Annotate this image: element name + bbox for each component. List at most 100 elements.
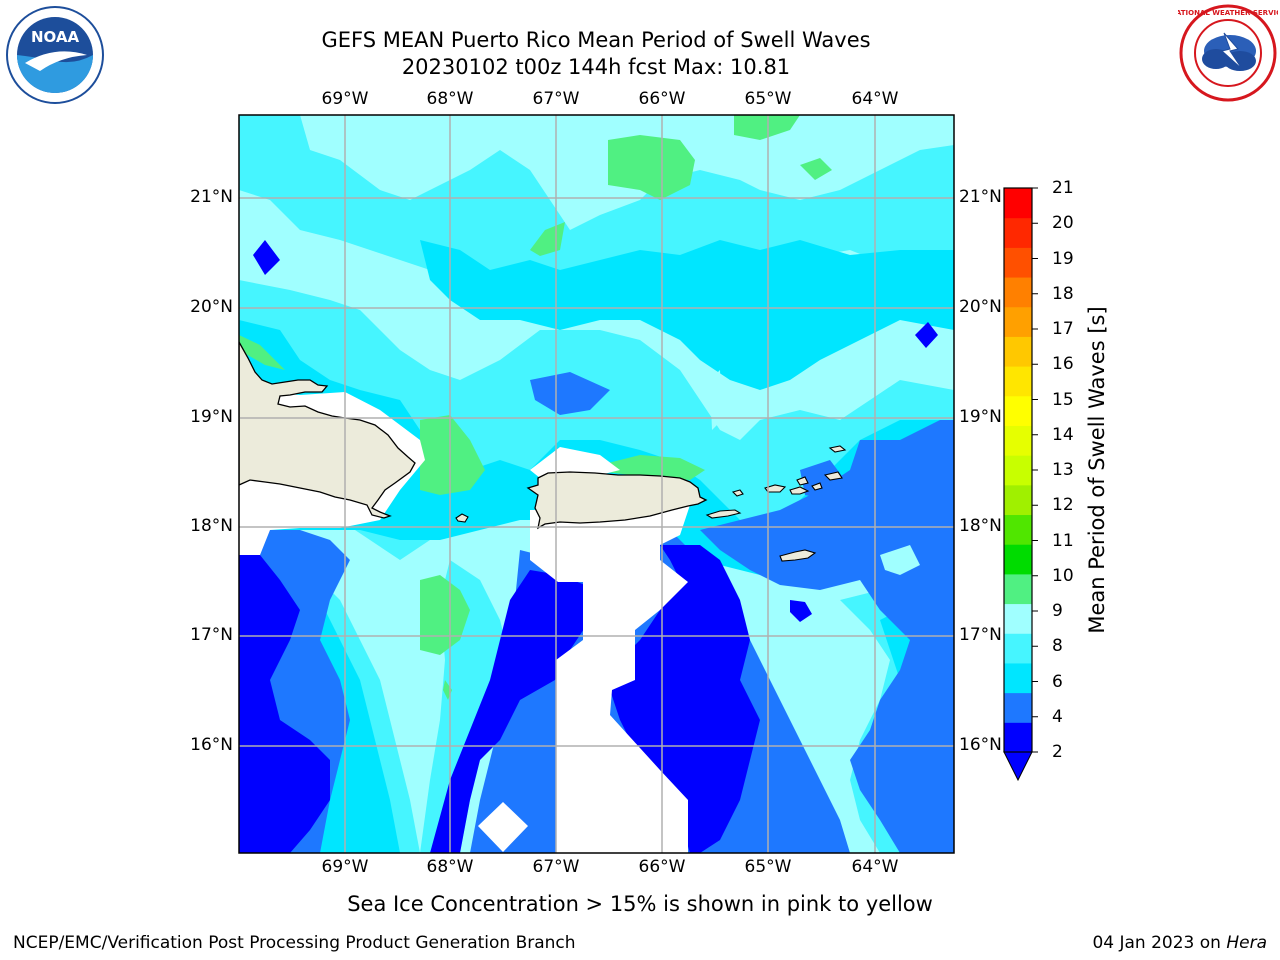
field-level-lt-2 (430, 570, 590, 853)
field-level-9-10 (608, 135, 695, 200)
sea-ice-note: Sea Ice Concentration > 15% is shown in … (347, 892, 933, 916)
lon-tick-top: 68°W (426, 89, 474, 109)
no-data-region (530, 505, 690, 853)
culebra-island (731, 489, 744, 497)
field-level-4-6 (239, 320, 954, 580)
field-level-9-10 (600, 455, 705, 480)
colorbar-block (1004, 395, 1032, 426)
plot-subtitle: 20230102 t00z 144h fcst Max: 10.81 (401, 55, 791, 79)
colorbar-block (1004, 306, 1032, 337)
field-level-9-10 (239, 335, 285, 370)
field-level-lt-2 (253, 240, 280, 275)
colorbar-block (1004, 247, 1032, 278)
colorbar-block (1004, 722, 1032, 753)
colorbar-tick-label: 4 (1052, 706, 1063, 727)
colorbar-block (1004, 336, 1032, 367)
footer-date-text: 04 Jan 2023 on (1092, 933, 1227, 953)
field-level-4-6 (420, 240, 954, 390)
colorbar-block (1004, 455, 1032, 486)
lat-tick-left: 19°N (190, 407, 233, 427)
lat-tick-left: 17°N (190, 625, 233, 645)
hispaniola-landmass (239, 340, 416, 519)
vieques-island (705, 509, 742, 519)
lon-tick-top: 67°W (532, 89, 580, 109)
colorbar-extend-min (1003, 751, 1033, 782)
colorbar-tick-label: 15 (1052, 389, 1074, 410)
noaa-logo: NOAA (6, 6, 104, 104)
lon-tick-top: 66°W (638, 89, 686, 109)
colorbar-block (1004, 603, 1032, 634)
colorbar-tick-label: 16 (1052, 354, 1074, 375)
no-data-region (530, 447, 620, 480)
field-level-9-10 (420, 575, 470, 655)
lat-tick-right: 18°N (959, 516, 1002, 536)
lat-tick-left: 21°N (190, 187, 233, 207)
lon-tick-bottom: 68°W (426, 857, 474, 877)
colorbar-tick-label: 9 (1052, 601, 1063, 621)
lon-tick-bottom: 65°W (744, 857, 792, 877)
colorbar-block (1004, 217, 1032, 248)
colorbar-block (1004, 366, 1032, 397)
colorbar-tick-label: 13 (1052, 460, 1074, 480)
lon-tick-bottom: 66°W (638, 857, 686, 877)
no-data-region (478, 802, 528, 852)
plot-title: GEFS MEAN Puerto Rico Mean Period of Swe… (321, 28, 871, 52)
field-level-lt-2 (915, 322, 938, 348)
lon-tick-top: 65°W (744, 89, 792, 109)
footer-date: 04 Jan 2023 on Hera (1092, 933, 1267, 953)
lat-tick-left: 16°N (190, 735, 233, 755)
map-frame (238, 114, 955, 854)
colorbar-block (1004, 633, 1032, 664)
colorbar-tick-label: 20 (1052, 213, 1074, 234)
field-level-9-10 (734, 115, 800, 140)
virgin-islands (764, 445, 847, 495)
colorbar-block (1004, 692, 1032, 723)
colorbar-tick-label: 21 (1052, 178, 1074, 198)
colorbar-block (1004, 573, 1032, 605)
st-croix-island (779, 549, 817, 562)
lat-tick-right: 20°N (959, 297, 1002, 317)
lat-tick-right: 21°N (959, 187, 1002, 207)
field-level-lt-2 (790, 600, 812, 622)
colorbar-tick-label: 6 (1052, 671, 1063, 692)
lon-tick-bottom: 69°W (321, 857, 369, 877)
colorbar-tick-label: 17 (1052, 319, 1074, 339)
field-level-lt-2 (610, 545, 760, 853)
colorbar-block (1004, 425, 1032, 456)
colorbar (1003, 187, 1038, 782)
graticule (239, 115, 954, 853)
colorbar-tick-label: 12 (1052, 495, 1074, 516)
colorbar-block (1004, 484, 1032, 516)
field-level-9-10 (800, 158, 832, 180)
field-level-lt-2 (239, 555, 330, 853)
lat-tick-left: 18°N (190, 516, 233, 536)
colorbar-tick-label: 18 (1052, 283, 1074, 304)
footer-host: Hera (1226, 933, 1267, 953)
colorbar-block (1004, 544, 1032, 575)
colorbar-tick-label: 8 (1052, 636, 1063, 657)
colorbar-block (1004, 662, 1032, 694)
field-level-8-9 (710, 370, 722, 430)
field-level-8-9 (880, 545, 920, 575)
colorbar-tick-label: 19 (1052, 248, 1074, 269)
lon-tick-bottom: 64°W (851, 857, 899, 877)
lat-tick-left: 20°N (190, 297, 233, 317)
field-level-9-10 (420, 415, 485, 495)
mona-island (455, 513, 469, 523)
colorbar-label-text: Mean Period of Swell Waves [s] (1085, 306, 1109, 634)
field-level-2-4 (800, 460, 845, 500)
lat-tick-right: 16°N (959, 735, 1002, 755)
lon-tick-bottom: 67°W (532, 857, 580, 877)
lat-tick-right: 17°N (959, 625, 1002, 645)
colorbar-block (1004, 514, 1032, 545)
field-level-2-4 (530, 372, 610, 415)
lon-tick-top: 69°W (321, 89, 369, 109)
colorbar-block (1004, 188, 1032, 219)
noaa-logo-text: NOAA (31, 28, 80, 46)
field-level-2-4 (700, 420, 954, 853)
footer-credit: NCEP/EMC/Verification Post Processing Pr… (13, 933, 576, 953)
nws-logo: NATIONAL WEATHER SERVICE (1178, 4, 1278, 102)
lat-tick-right: 19°N (959, 407, 1002, 427)
lon-tick-top: 64°W (851, 89, 899, 109)
